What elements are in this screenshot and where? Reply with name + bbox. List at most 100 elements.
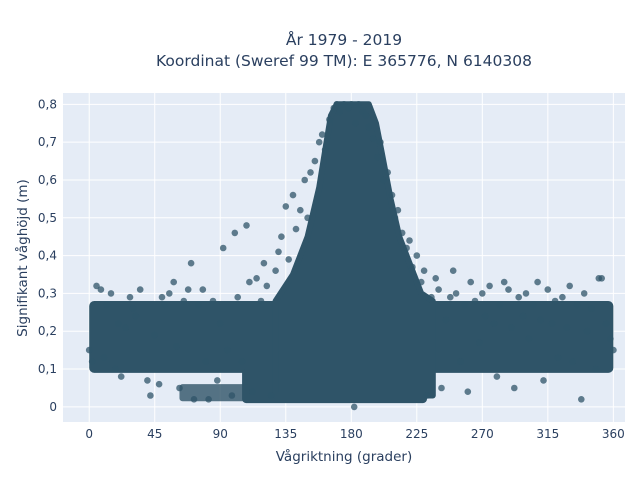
data-point xyxy=(592,365,600,373)
data-point xyxy=(457,358,464,365)
data-point xyxy=(511,384,518,392)
data-point xyxy=(88,358,96,365)
x-tick-label: 90 xyxy=(213,427,228,441)
data-point xyxy=(602,320,610,328)
data-point xyxy=(409,263,416,271)
data-point xyxy=(496,301,504,309)
data-point xyxy=(304,214,311,222)
data-point xyxy=(362,112,370,119)
dense-peak xyxy=(272,101,436,399)
data-point xyxy=(315,138,323,146)
data-point xyxy=(321,146,329,153)
data-point xyxy=(505,286,512,293)
data-point xyxy=(369,135,377,142)
data-point xyxy=(184,286,192,293)
data-point xyxy=(158,293,166,301)
data-point xyxy=(490,320,498,328)
chart-title: År 1979 - 2019 xyxy=(286,30,402,49)
data-point xyxy=(144,377,151,384)
data-point xyxy=(267,392,275,399)
data-point xyxy=(195,301,202,309)
y-tick-label: 0,7 xyxy=(38,135,57,149)
x-tick-label: 270 xyxy=(471,427,494,441)
data-point xyxy=(285,256,293,263)
data-point xyxy=(578,396,585,403)
data-point xyxy=(377,138,384,146)
data-point xyxy=(282,203,290,210)
data-point xyxy=(394,206,402,214)
data-point xyxy=(588,305,595,312)
data-point xyxy=(202,358,209,365)
data-point xyxy=(534,278,541,286)
data-point xyxy=(253,275,260,282)
data-point xyxy=(231,229,239,237)
data-point xyxy=(566,282,573,290)
data-point xyxy=(263,282,271,290)
data-point xyxy=(442,316,450,324)
data-point xyxy=(476,339,483,346)
data-point xyxy=(391,214,399,222)
data-point xyxy=(214,377,221,384)
data-point xyxy=(117,373,125,380)
data-point xyxy=(292,225,300,233)
data-point xyxy=(515,293,522,301)
data-point xyxy=(438,384,445,392)
data-point xyxy=(551,297,559,305)
y-tick-label: 0,3 xyxy=(38,286,57,300)
data-point xyxy=(481,312,489,320)
data-point xyxy=(525,335,533,343)
data-point xyxy=(355,101,362,108)
data-point xyxy=(336,108,343,116)
data-point xyxy=(554,354,562,362)
data-point xyxy=(224,346,231,354)
data-point xyxy=(340,101,348,108)
data-point xyxy=(97,286,105,293)
data-point xyxy=(380,176,387,184)
data-point xyxy=(461,301,469,309)
data-point xyxy=(173,343,180,350)
data-point xyxy=(136,286,144,293)
data-point xyxy=(563,324,571,331)
data-point xyxy=(166,290,173,297)
data-point xyxy=(275,248,282,256)
data-point xyxy=(333,101,341,108)
data-point xyxy=(238,358,246,365)
data-point xyxy=(398,229,406,237)
data-point xyxy=(272,267,279,275)
data-point xyxy=(479,290,486,297)
data-point xyxy=(537,316,544,324)
data-point xyxy=(420,267,428,275)
data-point xyxy=(464,388,472,396)
data-point xyxy=(500,278,508,286)
data-point xyxy=(85,346,93,354)
data-point xyxy=(493,373,501,380)
y-tick-label: 0,2 xyxy=(38,324,57,338)
data-point xyxy=(301,176,309,184)
data-point xyxy=(417,278,425,286)
data-point xyxy=(246,278,253,286)
data-point xyxy=(559,293,566,301)
data-point xyxy=(132,312,140,320)
data-point xyxy=(161,301,169,309)
data-point xyxy=(219,244,227,252)
y-tick-label: 0,8 xyxy=(38,97,57,111)
data-point xyxy=(388,191,396,199)
data-point xyxy=(103,301,110,309)
x-tick-label: 0 xyxy=(85,427,93,441)
data-point xyxy=(180,297,188,305)
data-point xyxy=(467,278,475,286)
data-point xyxy=(384,169,392,176)
data-point xyxy=(348,101,355,108)
data-point xyxy=(580,290,588,297)
data-point xyxy=(318,131,326,138)
data-point xyxy=(544,286,552,293)
x-tick-label: 360 xyxy=(602,427,625,441)
data-point xyxy=(374,154,381,161)
dense-lower-fringe xyxy=(179,384,250,402)
x-tick-label: 45 xyxy=(147,427,162,441)
data-point xyxy=(199,286,207,293)
data-point xyxy=(260,259,268,267)
x-tick-label: 225 xyxy=(405,427,428,441)
data-point xyxy=(413,252,421,259)
